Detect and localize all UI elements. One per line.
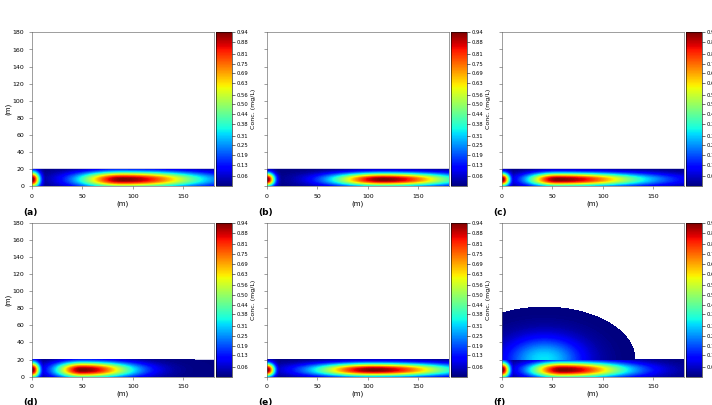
X-axis label: (m): (m) xyxy=(352,200,364,207)
Y-axis label: Conc. (mg/L): Conc. (mg/L) xyxy=(251,279,256,320)
Y-axis label: Conc. (mg/L): Conc. (mg/L) xyxy=(251,89,256,130)
Bar xyxy=(502,223,684,360)
Text: (e): (e) xyxy=(258,398,272,405)
X-axis label: (m): (m) xyxy=(587,200,599,207)
Bar xyxy=(32,32,214,169)
Y-axis label: (m): (m) xyxy=(5,294,11,306)
X-axis label: (m): (m) xyxy=(117,391,129,397)
X-axis label: (m): (m) xyxy=(117,200,129,207)
Text: (f): (f) xyxy=(493,398,505,405)
Text: (d): (d) xyxy=(23,398,38,405)
Bar xyxy=(502,169,684,186)
Bar xyxy=(32,169,214,186)
X-axis label: (m): (m) xyxy=(352,391,364,397)
Text: (b): (b) xyxy=(258,208,273,217)
Bar xyxy=(32,223,214,360)
Text: (a): (a) xyxy=(23,208,37,217)
Bar xyxy=(502,360,684,377)
Bar xyxy=(267,223,449,360)
X-axis label: (m): (m) xyxy=(587,391,599,397)
Y-axis label: Conc. (mg/L): Conc. (mg/L) xyxy=(486,279,491,320)
Bar xyxy=(267,360,449,377)
Y-axis label: Conc. (mg/L): Conc. (mg/L) xyxy=(486,89,491,130)
Bar xyxy=(32,360,214,377)
Y-axis label: (m): (m) xyxy=(5,103,11,115)
Bar xyxy=(267,32,449,169)
Bar xyxy=(502,32,684,169)
Text: (c): (c) xyxy=(493,208,506,217)
Bar xyxy=(267,169,449,186)
